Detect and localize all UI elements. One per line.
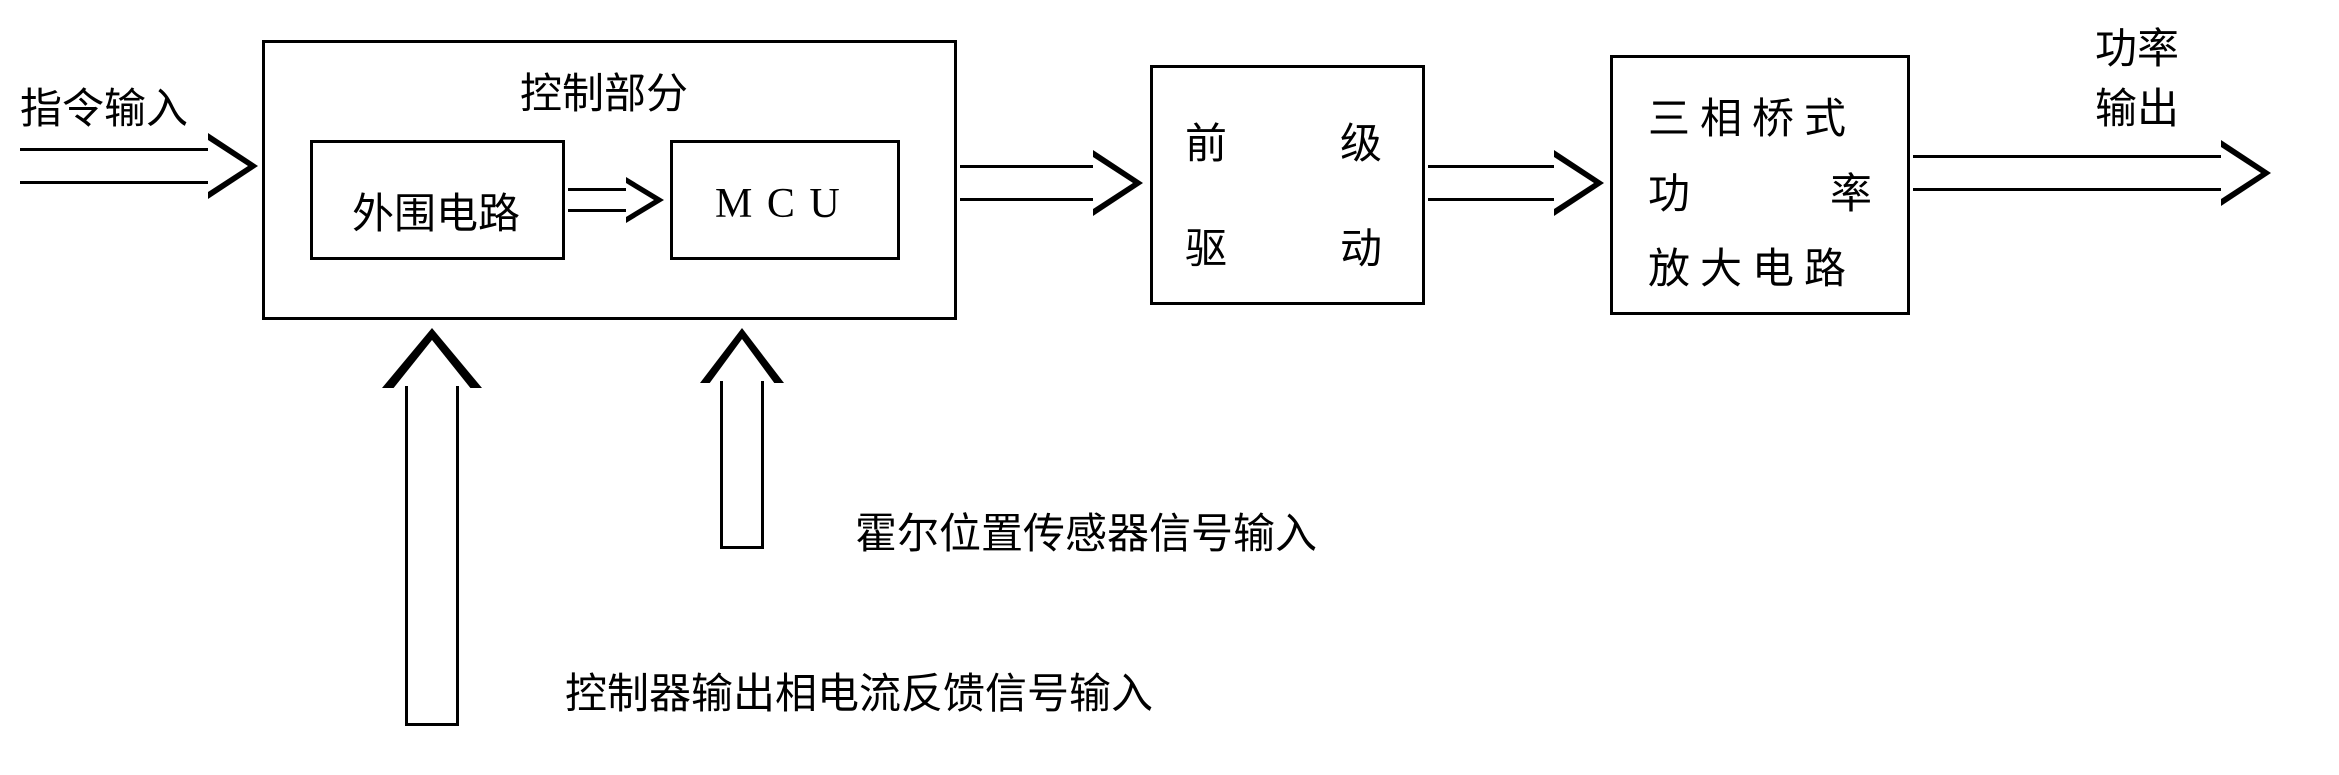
power-amp-line3: 放大电路: [1648, 235, 1856, 296]
power-output-line2: 输出: [2095, 75, 2179, 136]
front-stage-line1b: 级: [1340, 110, 1382, 171]
front-stage-line2b: 动: [1340, 215, 1382, 276]
power-amp-line1: 三相桥式: [1648, 85, 1856, 146]
front-stage-line1a: 前: [1185, 110, 1227, 171]
front-stage-line2a: 驱: [1185, 215, 1227, 276]
power-output-line1: 功率: [2095, 15, 2179, 76]
power-amp-line2a: 功: [1648, 160, 1690, 221]
mcu-label: M C U: [715, 180, 842, 228]
hall-signal-label: 霍尔位置传感器信号输入: [855, 500, 1317, 561]
control-section-title: 控制部分: [520, 60, 688, 121]
power-amp-line2b: 率: [1830, 160, 1872, 221]
input-command-label: 指令输入: [20, 75, 188, 136]
peripheral-circuit-label: 外围电路: [352, 180, 520, 241]
feedback-signal-label: 控制器输出相电流反馈信号输入: [565, 660, 1153, 721]
